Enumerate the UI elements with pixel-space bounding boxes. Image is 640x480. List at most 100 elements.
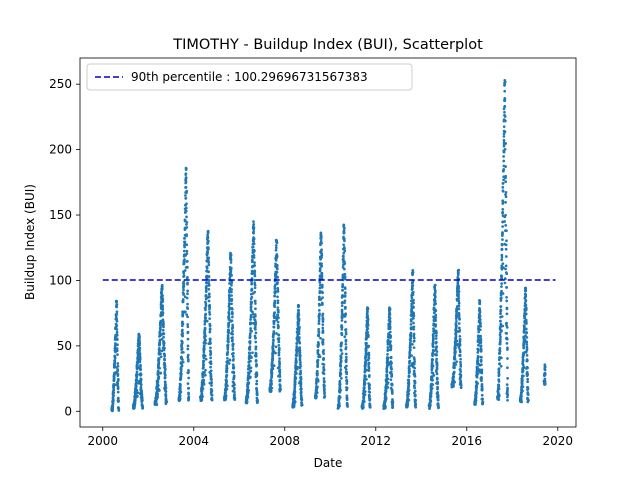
data-point — [318, 283, 322, 287]
data-point — [157, 384, 160, 387]
data-point — [526, 373, 530, 376]
data-point — [389, 348, 392, 352]
data-point — [344, 375, 348, 379]
data-point — [227, 317, 231, 320]
data-point — [182, 288, 185, 292]
data-point — [133, 401, 137, 404]
data-point — [452, 370, 456, 374]
data-point — [229, 256, 232, 259]
data-point — [480, 379, 483, 383]
data-point — [322, 372, 326, 376]
data-point — [207, 270, 210, 274]
data-point — [435, 331, 438, 335]
data-point — [204, 341, 207, 345]
data-point — [226, 384, 229, 388]
data-point — [499, 364, 503, 368]
data-point — [501, 238, 504, 241]
data-point — [435, 350, 439, 353]
data-point — [505, 342, 509, 345]
data-point — [162, 332, 165, 335]
data-point — [413, 374, 416, 377]
data-point — [297, 326, 301, 329]
data-point — [231, 342, 235, 346]
data-point — [480, 363, 483, 367]
data-point — [182, 274, 186, 277]
data-point — [113, 358, 117, 362]
data-point — [320, 286, 324, 289]
data-point — [277, 337, 281, 340]
data-point — [412, 314, 416, 318]
data-point — [343, 306, 347, 309]
data-point — [457, 316, 461, 320]
data-point — [433, 295, 437, 299]
data-point — [231, 363, 235, 367]
data-point — [278, 373, 282, 377]
data-point — [526, 393, 530, 397]
data-point — [454, 363, 458, 366]
data-point — [506, 389, 509, 393]
data-point — [204, 286, 208, 289]
data-point — [317, 333, 320, 336]
data-point — [501, 324, 505, 328]
data-point — [363, 381, 367, 385]
data-point — [113, 362, 116, 366]
data-point — [409, 338, 412, 342]
data-point — [203, 328, 207, 332]
data-point — [344, 332, 348, 336]
data-point — [112, 394, 115, 398]
data-point — [384, 404, 387, 408]
data-point — [317, 330, 321, 334]
data-point — [157, 363, 160, 366]
data-point — [115, 300, 118, 304]
data-point — [525, 343, 529, 346]
data-point — [205, 250, 209, 253]
data-point — [322, 387, 326, 390]
data-point — [391, 400, 395, 404]
data-point — [319, 249, 323, 253]
data-point — [209, 346, 212, 350]
data-point — [186, 289, 189, 293]
data-point — [247, 367, 251, 371]
data-point — [299, 360, 302, 364]
data-point — [497, 398, 501, 401]
data-point — [139, 380, 143, 384]
data-point — [525, 340, 529, 344]
data-point — [524, 286, 527, 290]
data-point — [298, 357, 302, 361]
data-point — [232, 351, 235, 355]
data-point — [407, 392, 411, 396]
data-point — [315, 395, 318, 398]
data-point — [318, 355, 322, 359]
data-point — [436, 385, 439, 389]
data-point — [499, 293, 503, 297]
data-point — [204, 357, 208, 361]
data-point — [318, 281, 322, 284]
data-point — [390, 374, 393, 378]
data-point — [455, 312, 458, 316]
data-point — [499, 305, 503, 308]
data-point — [456, 270, 460, 274]
data-point — [201, 366, 205, 370]
data-point — [388, 327, 392, 331]
legend-box — [86, 63, 413, 91]
data-point — [253, 318, 257, 322]
data-point — [204, 338, 207, 342]
data-point — [543, 381, 547, 385]
data-point — [346, 405, 349, 408]
data-point — [278, 365, 281, 369]
data-point — [252, 242, 256, 246]
data-point — [453, 343, 457, 346]
data-point — [160, 337, 164, 341]
data-point — [135, 364, 139, 367]
data-point — [159, 319, 163, 323]
data-point — [407, 389, 411, 392]
data-point — [203, 319, 207, 323]
data-point — [182, 262, 186, 265]
data-point — [255, 363, 259, 367]
data-point — [505, 312, 509, 316]
data-point — [410, 296, 414, 300]
data-point — [184, 176, 188, 179]
x-tick-label: 2020 — [543, 434, 574, 448]
data-point — [412, 317, 415, 320]
data-point — [252, 264, 256, 268]
